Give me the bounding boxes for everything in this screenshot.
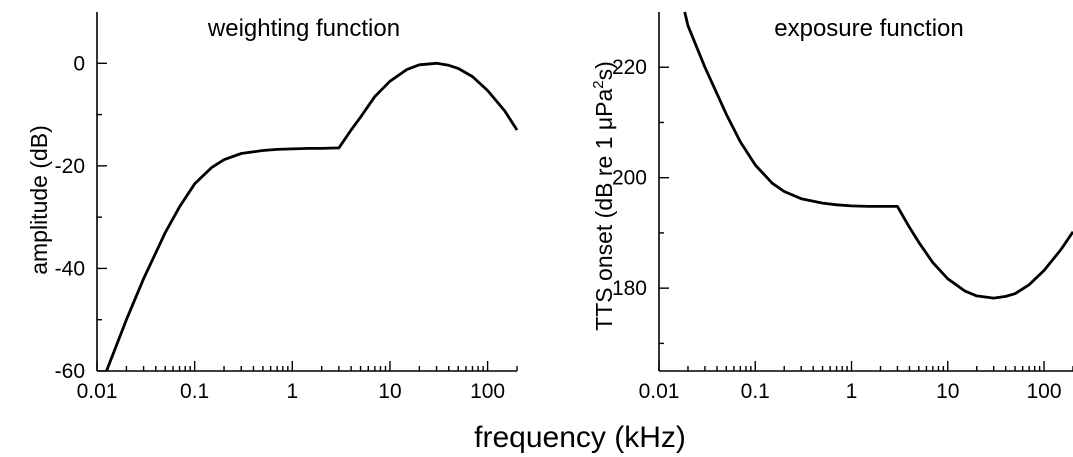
y-tick-label: 220 bbox=[612, 56, 647, 79]
y-tick-label: -60 bbox=[55, 360, 85, 383]
tick-labels: 0.01 0.1 1 10 100 180 200 220 bbox=[612, 56, 1062, 403]
x-tick-label: 0.01 bbox=[639, 380, 680, 403]
y-tick-label: 0 bbox=[73, 52, 85, 75]
shared-x-axis-label: frequency (kHz) bbox=[474, 421, 686, 454]
y-tick-label: 180 bbox=[612, 277, 647, 300]
series-line bbox=[683, 11, 1073, 300]
y-tick-label: -20 bbox=[55, 155, 85, 178]
y-axis-label: amplitude (dB) bbox=[26, 125, 52, 275]
x-tick-label: 100 bbox=[470, 380, 505, 403]
ticks bbox=[658, 66, 1073, 371]
tick-labels: 0.01 0.1 1 10 100 -60 -40 -20 0 bbox=[55, 52, 505, 403]
x-tick-label: 1 bbox=[286, 380, 298, 403]
panel-title: weighting function bbox=[207, 15, 400, 42]
panel-title: exposure function bbox=[774, 15, 963, 42]
x-tick-label: 0.01 bbox=[77, 380, 118, 403]
x-tick-label: 10 bbox=[378, 380, 401, 403]
y-axis-label-superscript: 2 bbox=[590, 80, 607, 88]
exposure-function-panel: exposure function TTS onset (dB re 1 μPa… bbox=[590, 11, 1073, 403]
x-tick-label: 100 bbox=[1027, 380, 1062, 403]
x-tick-label: 0.1 bbox=[180, 380, 209, 403]
ticks bbox=[96, 62, 518, 372]
x-tick-label: 1 bbox=[846, 380, 858, 403]
y-axis-label-main: TTS onset (dB re 1 μPa bbox=[591, 89, 617, 331]
weighting-function-panel: weighting function amplitude (dB) 0.01 0.… bbox=[26, 12, 519, 403]
y-tick-label: -40 bbox=[55, 257, 85, 280]
y-axis-label-end: s) bbox=[591, 61, 617, 80]
y-tick-label: 200 bbox=[612, 167, 647, 190]
x-tick-label: 0.1 bbox=[741, 380, 770, 403]
series-line bbox=[105, 61, 519, 372]
x-tick-label: 10 bbox=[936, 380, 959, 403]
y-axis-label: TTS onset (dB re 1 μPa2s) bbox=[590, 61, 617, 331]
